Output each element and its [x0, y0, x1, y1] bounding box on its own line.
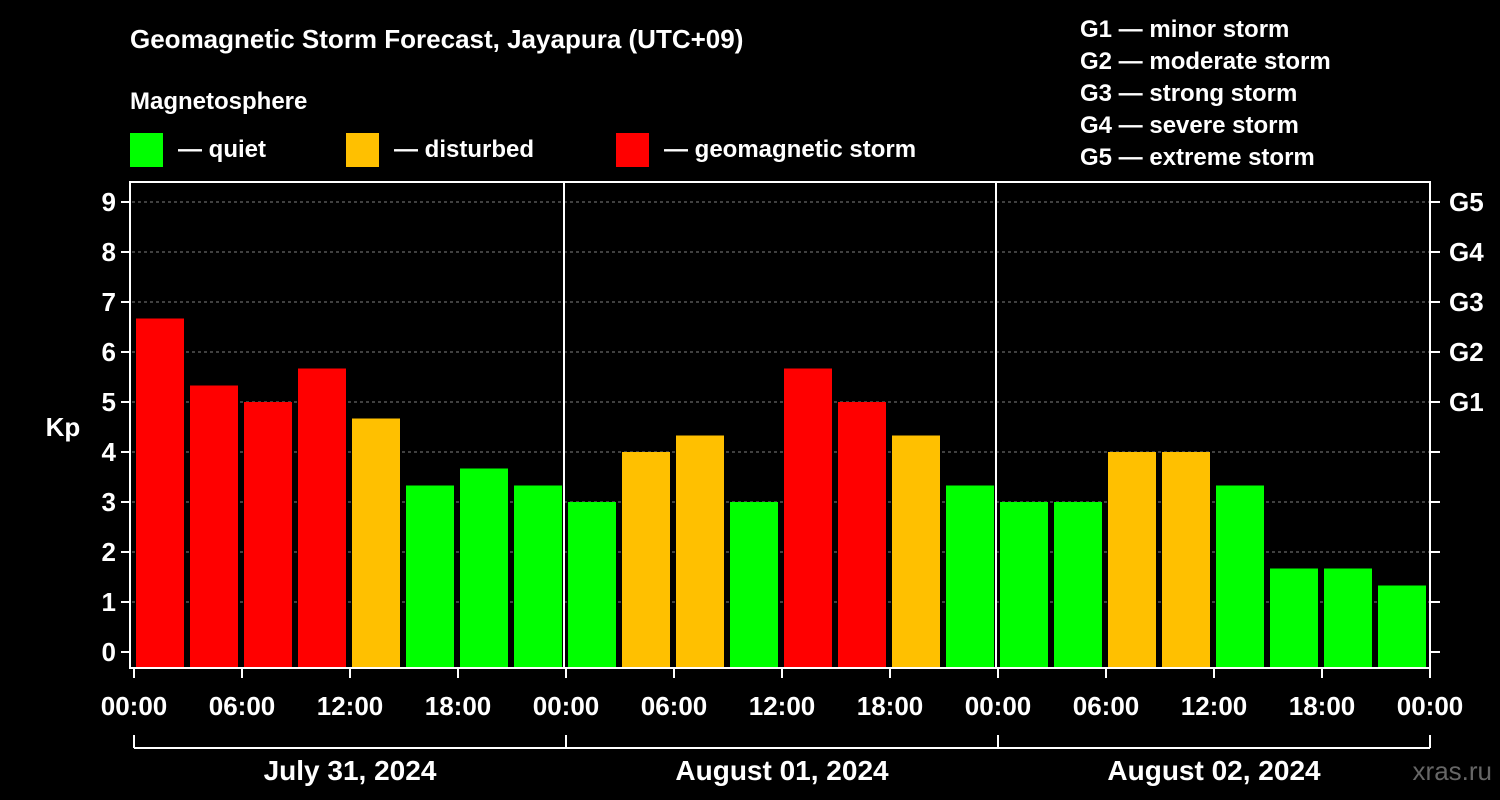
- bar-disturbed: [352, 418, 400, 668]
- day-label: July 31, 2024: [264, 755, 437, 786]
- x-tick-label: 06:00: [209, 691, 276, 721]
- scale-legend-item: G2 — moderate storm: [1080, 48, 1331, 75]
- y-tick-label: 9: [102, 187, 116, 217]
- bar-storm: [244, 402, 292, 668]
- x-axis: 00:00 06:00 12:00 18:00 00:00 06:00 12:00 18:00…: [101, 668, 1464, 721]
- g-scale-axis: G1 G2 G3 G4 G5: [1430, 187, 1484, 653]
- watermark: xras.ru: [1413, 756, 1492, 786]
- scale-legend-item: G1 — minor storm: [1080, 16, 1289, 43]
- chart-subtitle: Magnetosphere: [130, 88, 307, 115]
- x-tick-label: 18:00: [1289, 691, 1356, 721]
- y-tick-label: 4: [102, 437, 117, 467]
- bar-disturbed: [676, 435, 724, 668]
- y-tick-label: 5: [102, 387, 116, 417]
- bar-quiet: [568, 502, 616, 668]
- bar-quiet: [946, 485, 994, 668]
- x-tick-label: 12:00: [749, 691, 816, 721]
- x-tick-label: 00:00: [965, 691, 1032, 721]
- storm-scale-legend: G1 — minor storm G2 — moderate storm G3 — …: [1080, 16, 1331, 171]
- g-scale-label: G4: [1449, 237, 1484, 267]
- bar-quiet: [1378, 585, 1426, 668]
- x-tick-label: 00:00: [101, 691, 168, 721]
- bar-quiet: [730, 502, 778, 668]
- g-scale-label: G5: [1449, 187, 1484, 217]
- bar-quiet: [1000, 502, 1048, 668]
- chart-title: Geomagnetic Storm Forecast, Jayapura (UT…: [130, 24, 743, 54]
- bar-quiet: [514, 485, 562, 668]
- day-dividers: [563, 182, 997, 668]
- status-legend: — quiet — disturbed — geomagnetic storm: [130, 133, 916, 167]
- bar-quiet: [460, 468, 508, 668]
- x-tick-label: 18:00: [425, 691, 492, 721]
- bar-quiet: [406, 485, 454, 668]
- x-tick-label: 00:00: [1397, 691, 1464, 721]
- legend-swatch: [346, 133, 379, 167]
- plot-frame: [129, 181, 1431, 669]
- g-scale-label: G2: [1449, 337, 1484, 367]
- y-tick-label: 6: [102, 337, 116, 367]
- scale-legend-item: G3 — strong storm: [1080, 80, 1297, 107]
- bar-storm: [136, 318, 184, 668]
- scale-legend-item: G5 — extreme storm: [1080, 144, 1315, 171]
- y-axis: 0 1 2 3 4 5 6 7 8 9: [102, 187, 130, 667]
- bar-quiet: [1270, 568, 1318, 668]
- gridlines: [132, 201, 1429, 603]
- bar-quiet: [1054, 502, 1102, 668]
- legend-swatch: [616, 133, 649, 167]
- y-axis-label: Kp: [46, 412, 81, 442]
- x-tick-label: 06:00: [641, 691, 708, 721]
- day-label: August 02, 2024: [1107, 755, 1321, 786]
- y-tick-label: 7: [102, 287, 116, 317]
- x-tick-label: 18:00: [857, 691, 924, 721]
- legend-label: — disturbed: [394, 136, 534, 163]
- bar-disturbed: [1108, 452, 1156, 668]
- bar-quiet: [1216, 485, 1264, 668]
- bar-storm: [190, 385, 238, 668]
- day-axis: July 31, 2024 August 01, 2024 August 02, 2…: [133, 735, 1431, 786]
- legend-swatch: [130, 133, 163, 167]
- g-scale-label: G3: [1449, 287, 1484, 317]
- y-tick-label: 8: [102, 237, 116, 267]
- bar-disturbed: [892, 435, 940, 668]
- x-tick-label: 12:00: [317, 691, 384, 721]
- y-tick-label: 1: [102, 587, 116, 617]
- x-tick-label: 00:00: [533, 691, 600, 721]
- bar-storm: [784, 368, 832, 668]
- bar-disturbed: [622, 452, 670, 668]
- bar-storm: [838, 402, 886, 668]
- y-tick-label: 2: [102, 537, 116, 567]
- legend-label: — geomagnetic storm: [664, 136, 916, 163]
- y-tick-label: 0: [102, 637, 116, 667]
- day-label: August 01, 2024: [675, 755, 889, 786]
- legend-label: — quiet: [178, 136, 266, 163]
- bar-quiet: [1324, 568, 1372, 668]
- scale-legend-item: G4 — severe storm: [1080, 112, 1299, 139]
- g-scale-label: G1: [1449, 387, 1484, 417]
- bar-storm: [298, 368, 346, 668]
- x-tick-label: 12:00: [1181, 691, 1248, 721]
- bars: [136, 318, 1426, 668]
- y-tick-label: 3: [102, 487, 116, 517]
- bar-disturbed: [1162, 452, 1210, 668]
- x-tick-label: 06:00: [1073, 691, 1140, 721]
